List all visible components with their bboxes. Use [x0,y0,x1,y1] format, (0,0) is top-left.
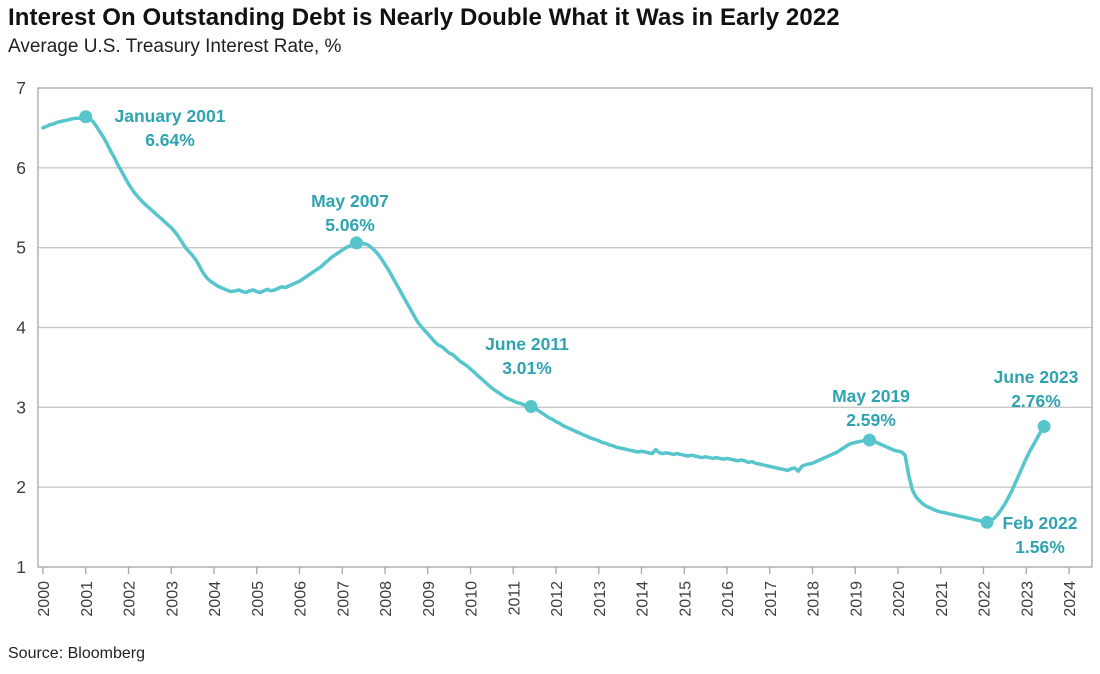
annotation-value-label: 2.59% [846,410,896,430]
data-point-marker [863,433,876,447]
x-tick-label: 2021 [934,581,951,617]
x-tick-label: 2004 [207,581,224,617]
data-point-marker [1037,419,1051,433]
x-tick-label: 2003 [164,581,181,617]
y-tick-label: 5 [16,238,26,258]
annotation-date-label: June 2011 [485,334,569,354]
x-tick-label: 2022 [977,581,994,617]
annotation-date-label: Feb 2022 [1003,513,1078,533]
annotation-value-label: 5.06% [325,215,375,235]
annotation-value-label: 1.56% [1015,537,1065,557]
x-tick-label: 2007 [335,581,352,617]
chart-title: Interest On Outstanding Debt is Nearly D… [8,4,840,31]
x-tick-label: 2013 [592,581,609,617]
y-tick-label: 4 [16,318,26,338]
x-tick-label: 2011 [506,581,523,616]
annotation-value-label: 2.76% [1011,391,1061,411]
annotation-date-label: May 2007 [311,191,389,211]
series-line [41,114,1046,525]
chart-subtitle: Average U.S. Treasury Interest Rate, % [8,36,342,57]
y-tick-label: 6 [16,158,26,178]
y-tick-label: 1 [16,557,26,577]
data-point-marker [980,515,994,529]
x-tick-label: 2000 [36,581,53,617]
annotation-value-label: 6.64% [145,130,195,150]
x-tick-label: 2015 [677,581,694,617]
x-tick-label: 2012 [549,581,566,617]
x-tick-label: 2024 [1062,581,1079,617]
x-tick-label: 2009 [421,581,438,617]
x-tick-label: 2017 [763,581,780,617]
y-tick-label: 7 [16,78,26,98]
x-tick-label: 2016 [720,581,737,617]
x-tick-label: 2008 [378,581,395,617]
x-tick-label: 2023 [1019,581,1036,617]
x-tick-label: 2019 [848,581,865,617]
y-tick-label: 3 [16,397,26,417]
annotation-value-label: 3.01% [502,358,552,378]
x-tick-label: 2002 [122,581,139,617]
x-tick-label: 2018 [806,581,823,617]
source-note: Source: Bloomberg [8,645,145,662]
x-tick-label: 2001 [79,581,96,617]
data-point-marker [524,400,538,414]
annotation-date-label: January 2001 [115,106,226,126]
annotation-date-label: June 2023 [994,367,1079,387]
x-tick-label: 2006 [293,581,310,617]
data-point-marker [350,236,363,250]
plot-border [37,87,1093,568]
x-tick-label: 2005 [250,581,267,617]
x-tick-label: 2010 [464,581,481,617]
data-point-marker [79,110,93,124]
x-tick-label: 2014 [635,581,652,617]
x-tick-label: 2020 [891,581,908,617]
annotation-date-label: May 2019 [832,386,910,406]
y-tick-label: 2 [16,477,26,497]
